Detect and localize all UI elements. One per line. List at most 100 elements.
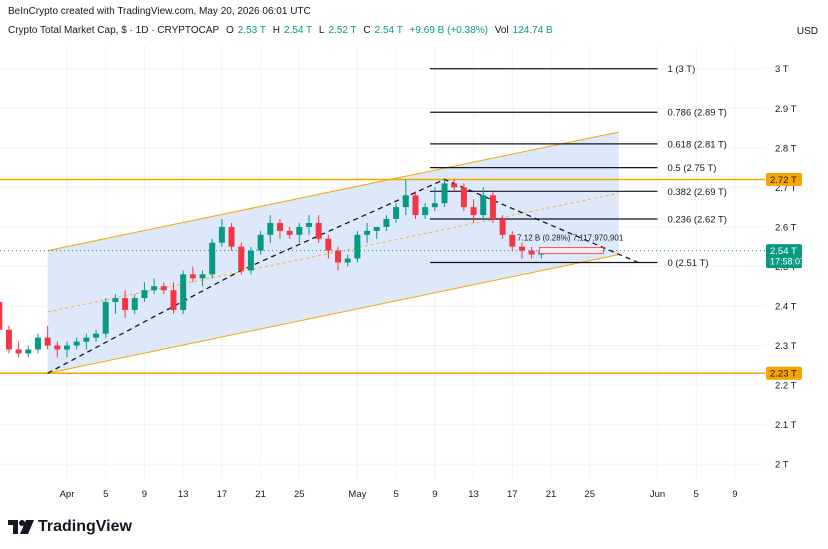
y-tick-label: 2.9 T [775, 104, 797, 115]
candle-body [402, 195, 409, 208]
candle-body [364, 230, 371, 235]
candle-body [151, 286, 158, 291]
candle-body [64, 345, 70, 350]
candle-body [325, 238, 332, 251]
low-value: 2.52 T [328, 25, 357, 36]
x-tick-label: May [348, 489, 366, 500]
logo-text: TradingView [38, 518, 132, 535]
candle-body [25, 349, 32, 354]
candle-body [189, 274, 196, 279]
fib-level-label: 0 (2.51 T) [667, 258, 708, 269]
close-value: 2.54 T [374, 25, 403, 36]
chart-credit: BeInCrypto created with TradingView.com,… [8, 6, 311, 17]
candle-body [83, 337, 90, 342]
candle-body [354, 234, 361, 259]
price-tag-label: 2.23 T [770, 369, 797, 380]
open-value: 2.53 T [237, 25, 266, 36]
tradingview-icon [8, 520, 34, 534]
low-label: L [318, 25, 325, 36]
price-tag-orange [766, 366, 802, 380]
y-tick-label: 2.6 T [775, 222, 797, 233]
price-tag-green [766, 244, 802, 269]
candle-body [170, 290, 177, 310]
candle-body [238, 246, 245, 271]
candle-body [112, 298, 119, 303]
candle-body [257, 234, 264, 251]
price-tag-orange [766, 172, 802, 186]
x-tick-label: 25 [294, 489, 305, 500]
tradingview-logo[interactable]: TradingView [8, 518, 132, 536]
price-tag-label: 2.54 T [770, 246, 797, 257]
candle-body [54, 345, 61, 350]
zigzag-line [47, 178, 639, 374]
fib-level-label: 1 (3 T) [667, 64, 695, 75]
candle-body [34, 337, 41, 350]
candle-body [373, 226, 380, 231]
price-tag-label: 2.72 T [770, 175, 797, 186]
y-tick-label: 2.4 T [775, 302, 797, 313]
price-tag-countdown: 17:58:07 [770, 257, 805, 267]
x-tick-label: 9 [732, 489, 737, 500]
candle-body [460, 187, 467, 208]
candle-body [228, 226, 235, 247]
candle-body [267, 222, 274, 235]
change-value: +9.69 B (+0.38%) [409, 25, 488, 36]
x-tick-label: 21 [546, 489, 557, 500]
candle-body [441, 183, 448, 204]
x-tick-label: 5 [393, 489, 398, 500]
high-label: H [272, 25, 280, 36]
candle-body [470, 207, 477, 216]
candle-body [15, 349, 22, 354]
candle-body [431, 203, 438, 208]
x-tick-label: 13 [468, 489, 479, 500]
x-tick-label: 17 [217, 489, 228, 500]
candle-body [0, 302, 3, 330]
fib-level-label: 0.236 (2.62 T) [667, 215, 727, 226]
y-tick-label: 2.8 T [775, 143, 797, 154]
candle-body [451, 183, 458, 188]
candle-body [383, 219, 390, 227]
fib-level-label: 0.786 (2.89 T) [667, 108, 727, 119]
channel-upper-line [47, 131, 619, 252]
x-tick-label: 5 [103, 489, 108, 500]
candle-body [412, 195, 419, 216]
candle-body [160, 286, 167, 291]
candle-body [276, 222, 283, 231]
fib-level-label: 0.618 (2.81 T) [667, 139, 727, 150]
fib-level-label: 0.5 (2.75 T) [667, 163, 716, 174]
candle-body [489, 195, 496, 219]
candle-body [528, 250, 535, 255]
x-tick-label: 9 [432, 489, 437, 500]
candle-body [315, 222, 322, 239]
candle-body [122, 298, 129, 310]
x-tick-label: 13 [178, 489, 189, 500]
candle-body [480, 195, 487, 216]
candle-body [141, 290, 148, 299]
candle-body [180, 274, 187, 310]
y-tick-label: 3 T [775, 64, 789, 75]
high-value: 2.54 T [283, 25, 313, 36]
x-tick-label: Apr [60, 489, 75, 500]
vol-label: Vol [494, 25, 509, 36]
candle-body [44, 337, 51, 346]
channel-lower-line [47, 254, 619, 374]
candle-body [509, 234, 516, 247]
x-tick-label: 5 [694, 489, 699, 500]
candle-body [393, 207, 400, 219]
symbol-name: Crypto Total Market Cap, $ · 1D · CRYPTO… [8, 25, 220, 36]
candle-body [5, 329, 12, 350]
y-tick-label: 2.2 T [775, 381, 797, 392]
channel-fill [47, 132, 619, 374]
y-tick-label: 2.1 T [775, 420, 797, 431]
candle-body [93, 333, 100, 338]
x-tick-label: 9 [142, 489, 147, 500]
candle-body [296, 226, 303, 235]
candle-body [286, 230, 293, 235]
x-tick-label: 17 [507, 489, 518, 500]
vol-value: 124.74 B [512, 25, 553, 36]
annotation-range-box [538, 247, 604, 255]
candle-body [199, 274, 206, 279]
candle-body [306, 222, 312, 227]
candle-body [209, 242, 216, 275]
